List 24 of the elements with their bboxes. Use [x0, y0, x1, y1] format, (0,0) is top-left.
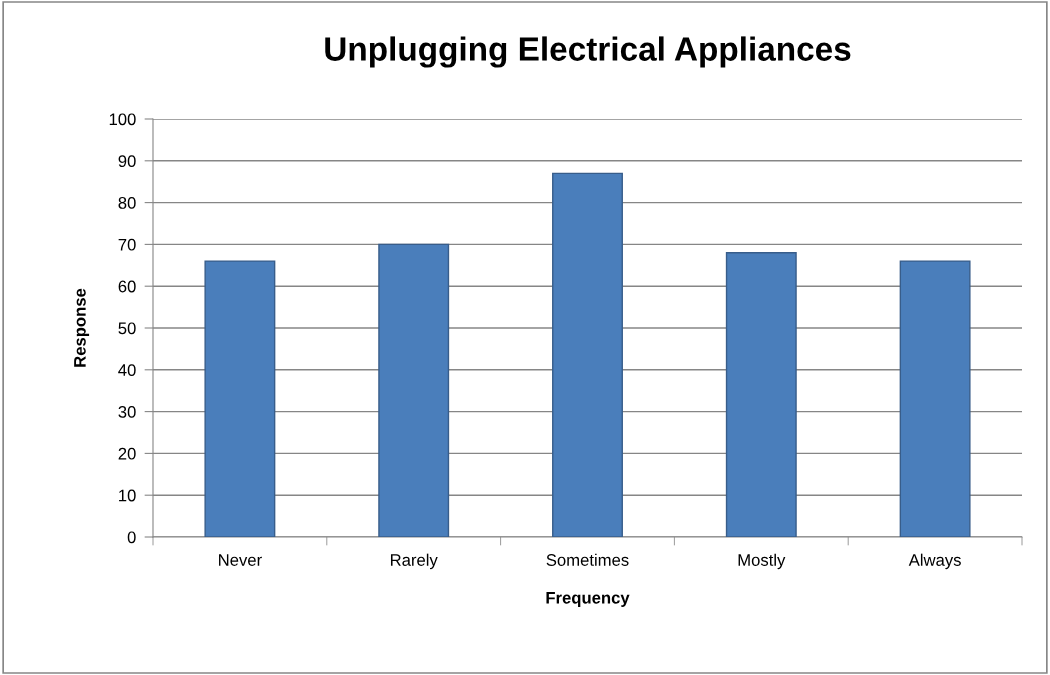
chart-title: Unplugging Electrical Appliances [325, 36, 851, 68]
y-tick-label: 10 [119, 489, 136, 502]
y-tick-label: 90 [118, 155, 136, 167]
x-axis-title: Frequency [546, 592, 630, 607]
x-tick-label: Sometimes [546, 553, 629, 566]
y-tick-label: 30 [118, 406, 136, 418]
bar [725, 252, 797, 537]
y-tick-label: 40 [118, 364, 136, 376]
x-tick-label: Always [908, 553, 961, 570]
y-tick-label: 20 [118, 447, 136, 460]
bar [552, 172, 623, 537]
y-axis-title: Response [74, 288, 90, 367]
x-tick-label: Rarely [390, 553, 438, 570]
y-tick-label: 50 [118, 322, 136, 335]
y-tick-label: 0 [127, 531, 136, 544]
bar [204, 260, 276, 537]
y-tick-label: 100 [109, 113, 136, 126]
y-tick-label: 70 [118, 238, 136, 251]
y-tick-label: 80 [118, 197, 136, 209]
bar [378, 243, 450, 537]
y-tick-label: 60 [118, 280, 136, 293]
x-tick-label: Never [219, 554, 262, 566]
bar [899, 260, 971, 537]
x-tick-label: Mostly [738, 553, 786, 570]
